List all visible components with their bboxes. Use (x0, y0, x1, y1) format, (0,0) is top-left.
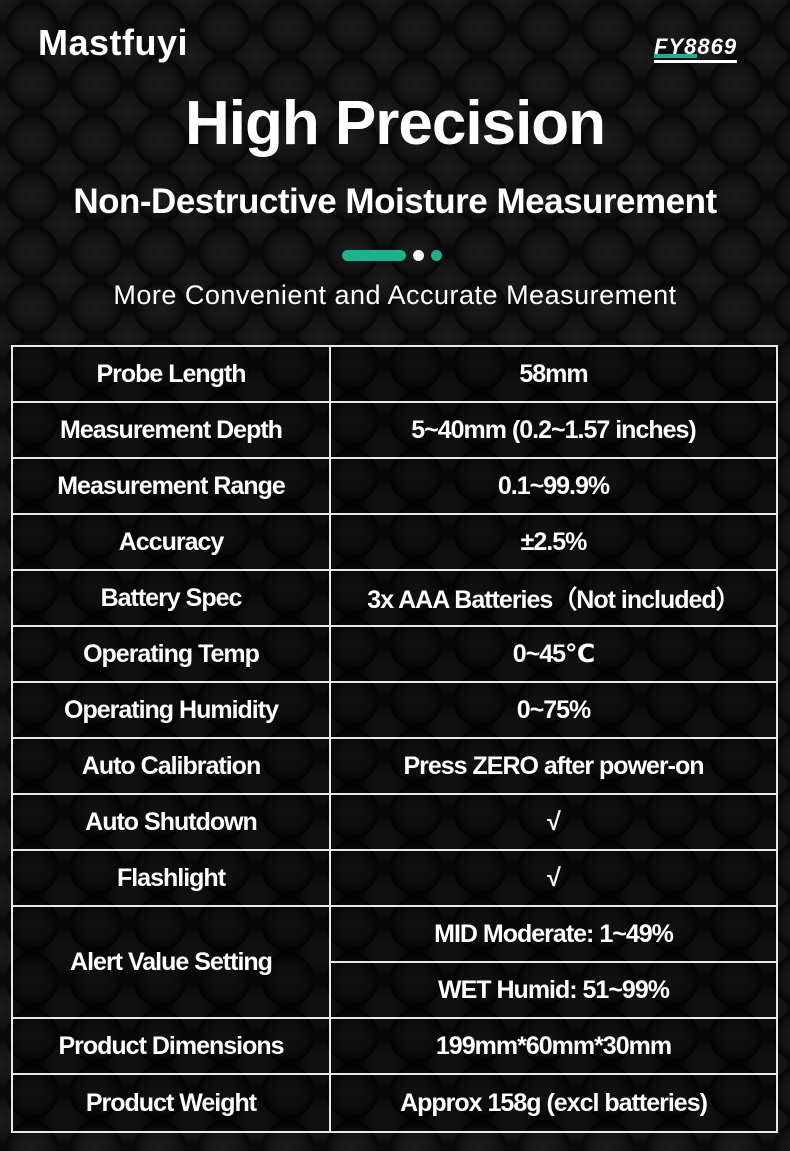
spec-value: WET Humid: 51~99% (331, 963, 776, 1019)
spec-value: Approx 158g (excl batteries) (331, 1075, 776, 1131)
spec-label: Probe Length (13, 347, 331, 403)
spec-value: 58mm (331, 347, 776, 403)
spec-label: Alert Value Setting (13, 907, 331, 1019)
model-logo: FY8869 (654, 36, 738, 63)
spec-label: Product Weight (13, 1075, 331, 1131)
spec-value: √ (331, 851, 776, 907)
spec-value: 0~75% (331, 683, 776, 739)
spec-value: Press ZERO after power-on (331, 739, 776, 795)
spec-value: 0~45℃ (331, 627, 776, 683)
spec-label: Flashlight (13, 851, 331, 907)
page-title: High Precision (184, 89, 606, 158)
spec-label: Accuracy (13, 515, 331, 571)
spec-label: Battery Spec (13, 571, 331, 627)
spec-value: 199mm*60mm*30mm (331, 1019, 776, 1075)
spec-value: MID Moderate: 1~49% (331, 907, 776, 963)
spec-value: 3x AAA Batteries（Not included） (331, 571, 776, 627)
spec-label: Product Dimensions (13, 1019, 331, 1075)
page-subtitle: Non-Destructive Moisture Measurement (73, 182, 717, 221)
decorative-dots (342, 250, 442, 261)
brand-logo: Mastfuyi (38, 22, 189, 63)
spec-label: Auto Shutdown (13, 795, 331, 851)
tagline: More Convenient and Accurate Measurement (113, 280, 677, 310)
spec-table: Probe Length 58mm Measurement Depth 5~40… (11, 345, 778, 1133)
spec-value: 0.1~99.9% (331, 459, 776, 515)
spec-label: Measurement Range (13, 459, 331, 515)
spec-label: Operating Humidity (13, 683, 331, 739)
spec-value: ±2.5% (331, 515, 776, 571)
spec-value: √ (331, 795, 776, 851)
spec-label: Operating Temp (13, 627, 331, 683)
spec-value: 5~40mm (0.2~1.57 inches) (331, 403, 776, 459)
spec-label: Measurement Depth (13, 403, 331, 459)
spec-label: Auto Calibration (13, 739, 331, 795)
